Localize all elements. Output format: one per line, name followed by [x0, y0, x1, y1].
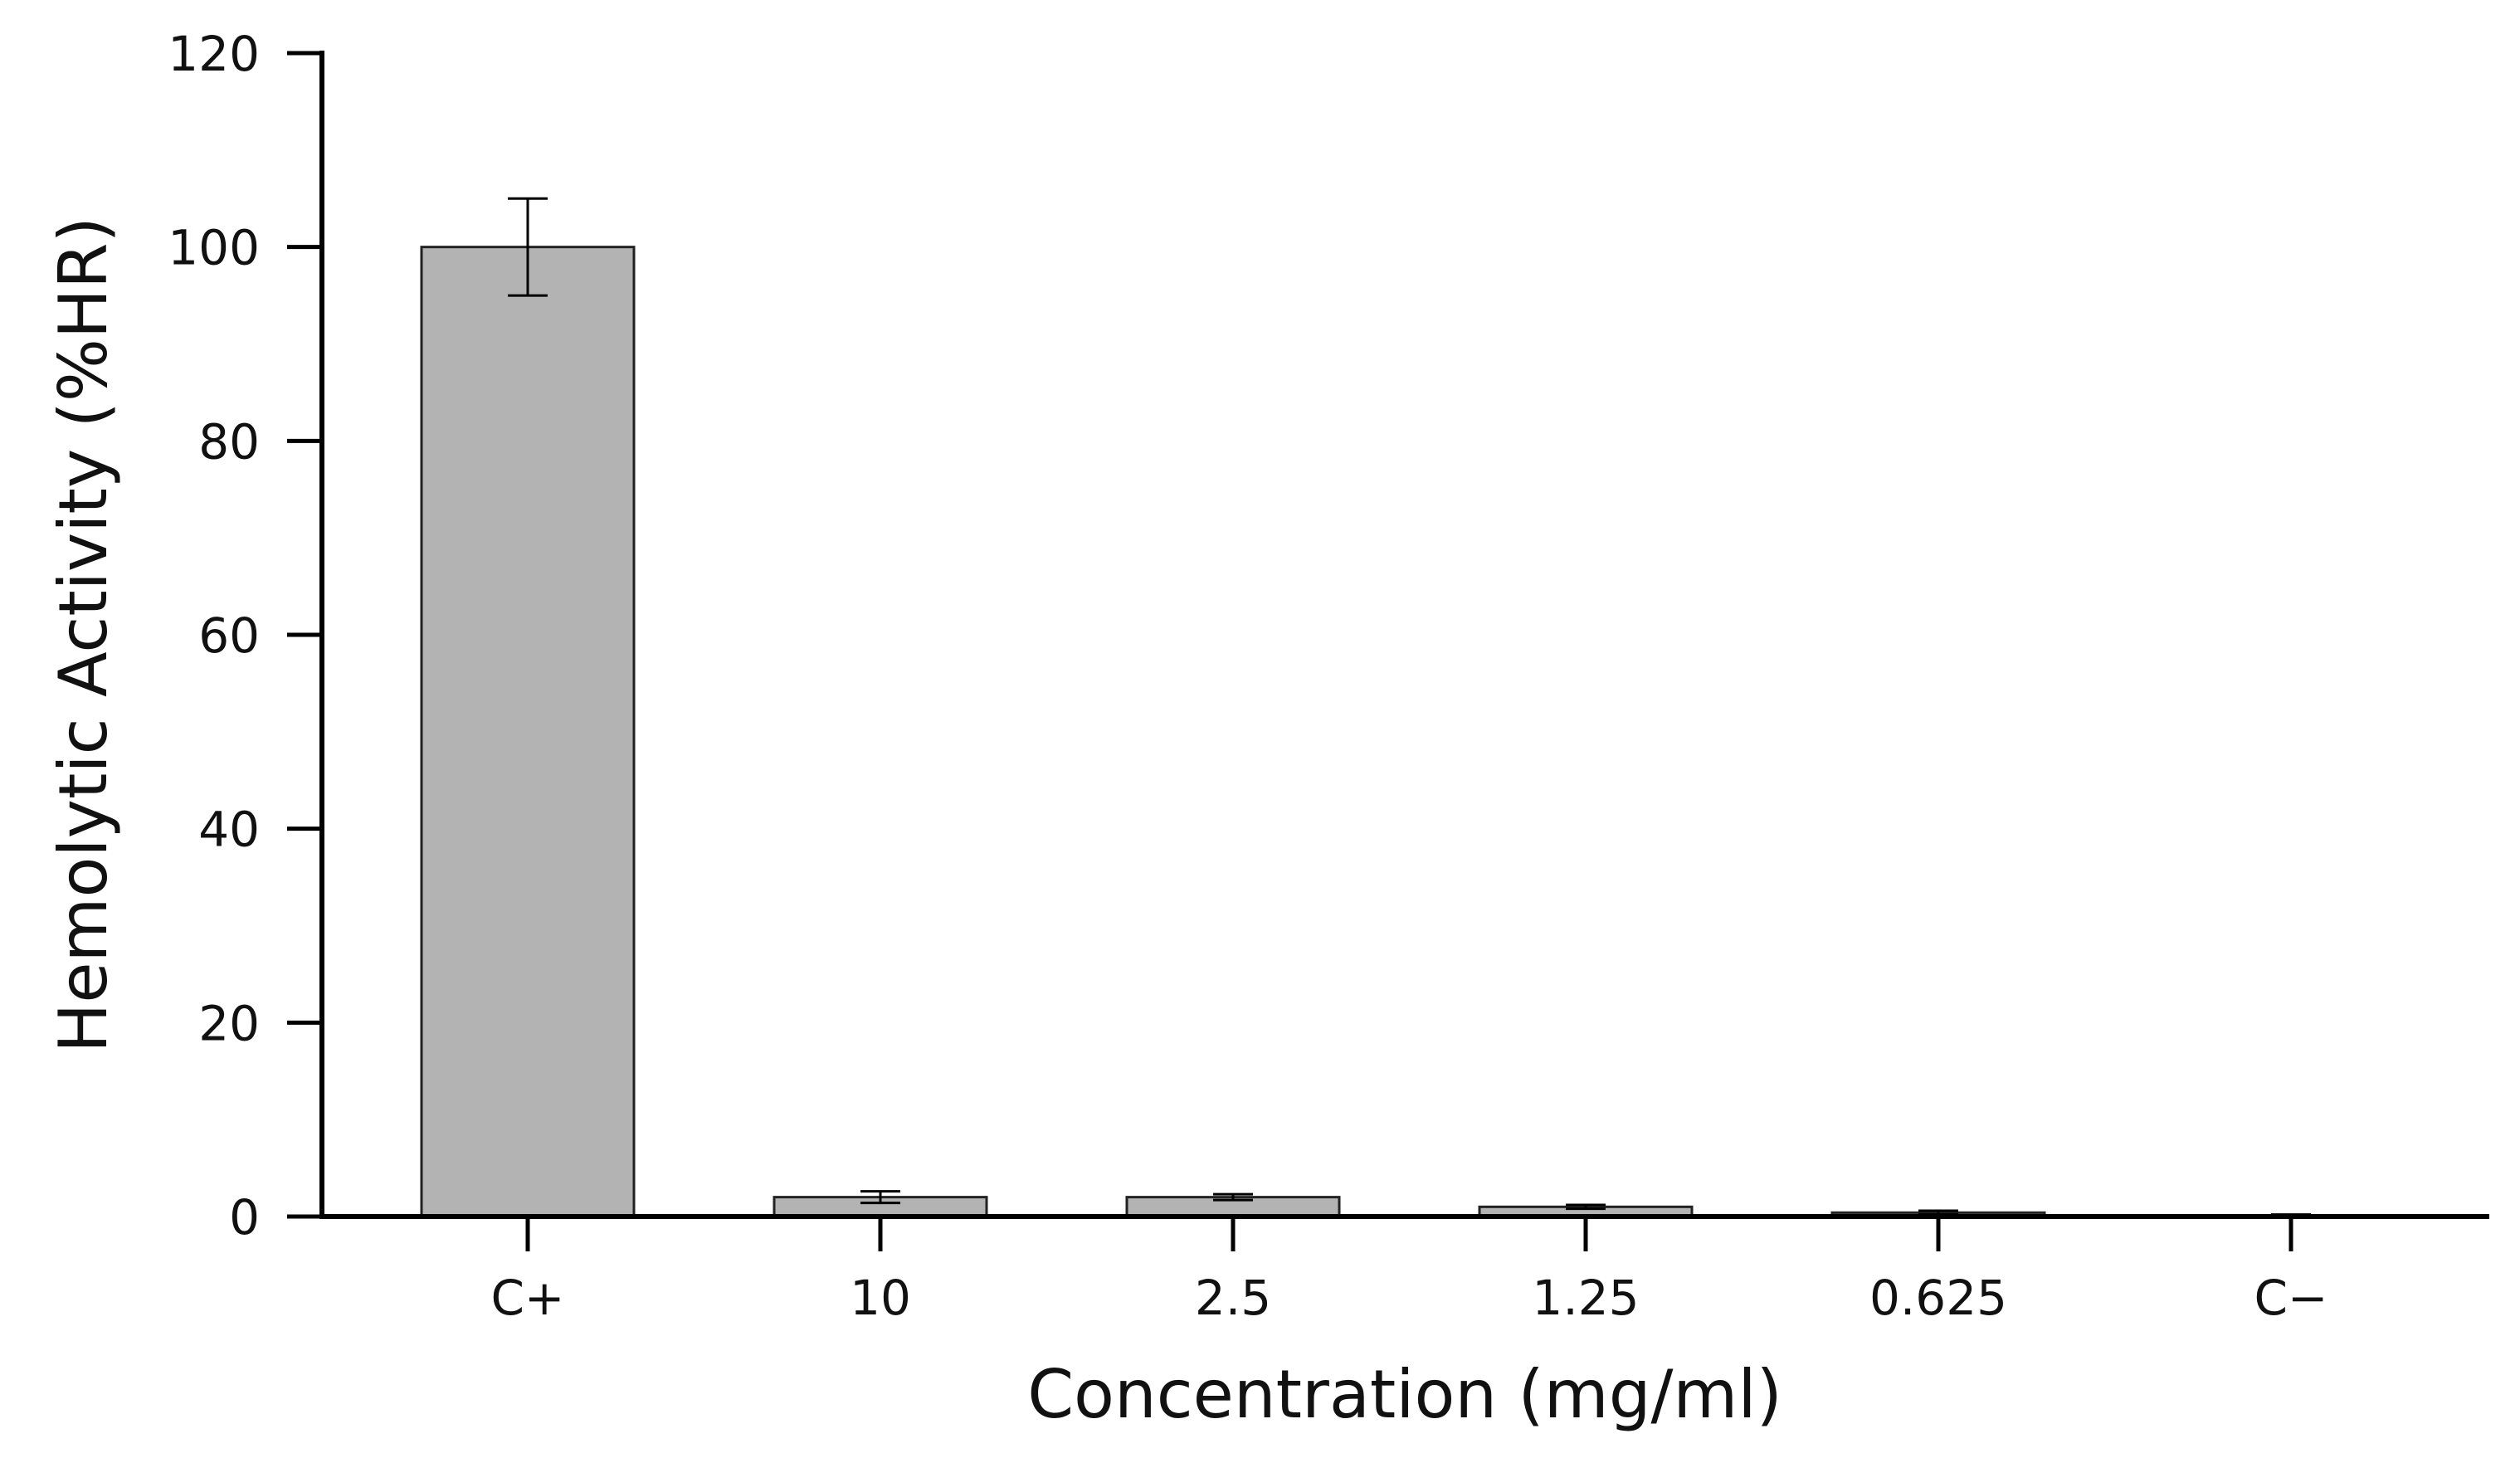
y-tick-label: 80: [198, 413, 260, 470]
error-bars-group: [508, 197, 2311, 1218]
x-tick-label: 2.5: [1195, 1270, 1271, 1326]
y-axis-title: Hemolytic Activity (%HR): [45, 217, 122, 1053]
y-tick-label: 120: [168, 26, 260, 82]
bars-group: [420, 246, 2399, 1218]
x-tick-label: 0.625: [1869, 1270, 2007, 1326]
y-tick-label: 20: [198, 995, 260, 1051]
x-tick-label: 1.25: [1532, 1270, 1639, 1326]
x-tick-label: 10: [850, 1270, 911, 1326]
y-tick-label: 0: [229, 1189, 260, 1246]
y-tick-label: 100: [168, 220, 260, 276]
y-tick-label: 40: [198, 802, 260, 858]
y-axis-ticks: 0 20 40 60 80 100 120: [168, 26, 322, 1246]
x-axis-ticks: C+ 10 2.5 1.25 0.625 C−: [490, 1217, 2328, 1326]
bar: [420, 246, 636, 1218]
x-tick-label: C−: [2254, 1270, 2327, 1326]
axes-group: [319, 51, 2489, 1219]
x-tick-label: C+: [490, 1270, 564, 1326]
x-axis-title: Concentration (mg/ml): [1027, 1356, 1782, 1433]
y-tick-label: 60: [198, 607, 260, 664]
